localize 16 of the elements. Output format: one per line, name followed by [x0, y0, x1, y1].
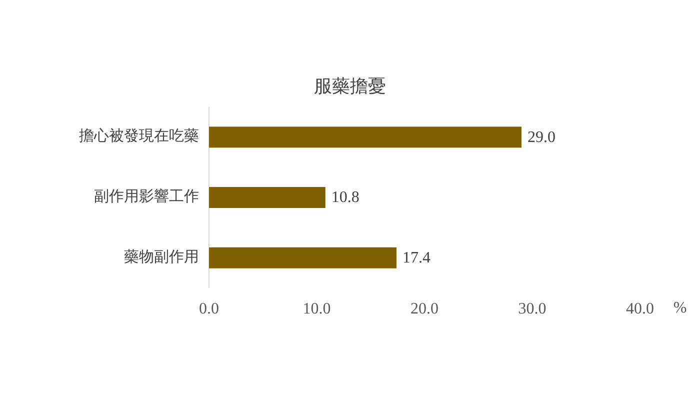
data-label: 10.8 [331, 189, 360, 206]
x-tick-label: 30.0 [518, 300, 546, 318]
bar [209, 126, 522, 148]
x-tick-label: 20.0 [410, 300, 438, 318]
y-tick-label: 藥物副作用 [124, 248, 199, 266]
data-label: 29.0 [527, 128, 556, 146]
x-tick-label: 0.0 [199, 300, 219, 318]
chart-title: 服藥擔憂 [314, 76, 386, 96]
bar [209, 247, 396, 268]
x-tick-label: 10.0 [302, 300, 331, 318]
y-tick-label: 擔心被發現在吃藥 [79, 128, 199, 145]
x-tick-label: 40.0 [626, 300, 654, 318]
y-tick-label: 副作用影響工作 [94, 188, 199, 205]
bar [209, 187, 326, 208]
data-label: 17.4 [402, 250, 430, 267]
x-axis-title: % [673, 300, 687, 317]
